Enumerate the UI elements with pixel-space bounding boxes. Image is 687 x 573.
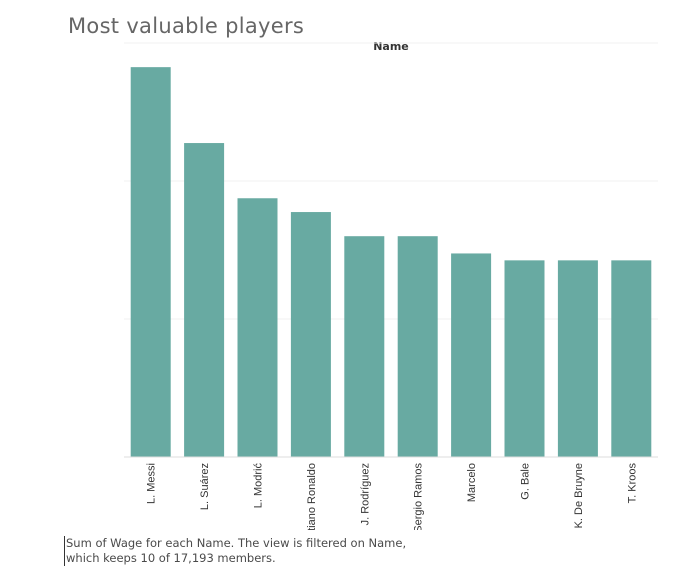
bar-2[interactable]	[184, 143, 225, 458]
chart-caption: Sum of Wage for each Name. The view is f…	[64, 536, 666, 566]
category-label-5: J. Rodríguez	[359, 463, 371, 525]
category-label-1: L. Messi	[146, 463, 158, 504]
bar-7[interactable]	[451, 253, 492, 457]
bar-9[interactable]	[557, 260, 598, 457]
bar-chart: Name L. Messi L. Suárez L. Modrić Cristiano…	[124, 40, 658, 530]
category-label-9: K. De Bruyne	[573, 463, 585, 528]
chart-title: Most valuable players	[68, 14, 305, 38]
column-header: Name	[373, 40, 409, 53]
category-label-4: Cristiano Ronaldo	[306, 463, 318, 530]
category-labels: L. Messi L. Suárez L. Modrić Cristiano Rona…	[146, 463, 639, 530]
category-label-7: Marcelo	[466, 463, 478, 502]
bars	[130, 67, 652, 458]
bar-8[interactable]	[504, 260, 545, 457]
category-label-8: G. Bale	[520, 463, 532, 500]
bar-5[interactable]	[344, 236, 385, 457]
bar-4[interactable]	[290, 212, 331, 457]
category-label-2: L. Suárez	[199, 463, 211, 510]
category-label-3: L. Modrić	[253, 463, 265, 509]
bar-1[interactable]	[130, 67, 171, 458]
bar-3[interactable]	[237, 198, 278, 457]
caption-line-2: which keeps 10 of 17,193 members.	[66, 551, 276, 565]
bar-6[interactable]	[397, 236, 438, 457]
category-label-6: Sergio Ramos	[413, 463, 425, 530]
caption-line-1: Sum of Wage for each Name. The view is f…	[66, 536, 407, 550]
bar-10[interactable]	[611, 260, 652, 457]
category-label-10: T. Kroos	[626, 463, 638, 504]
